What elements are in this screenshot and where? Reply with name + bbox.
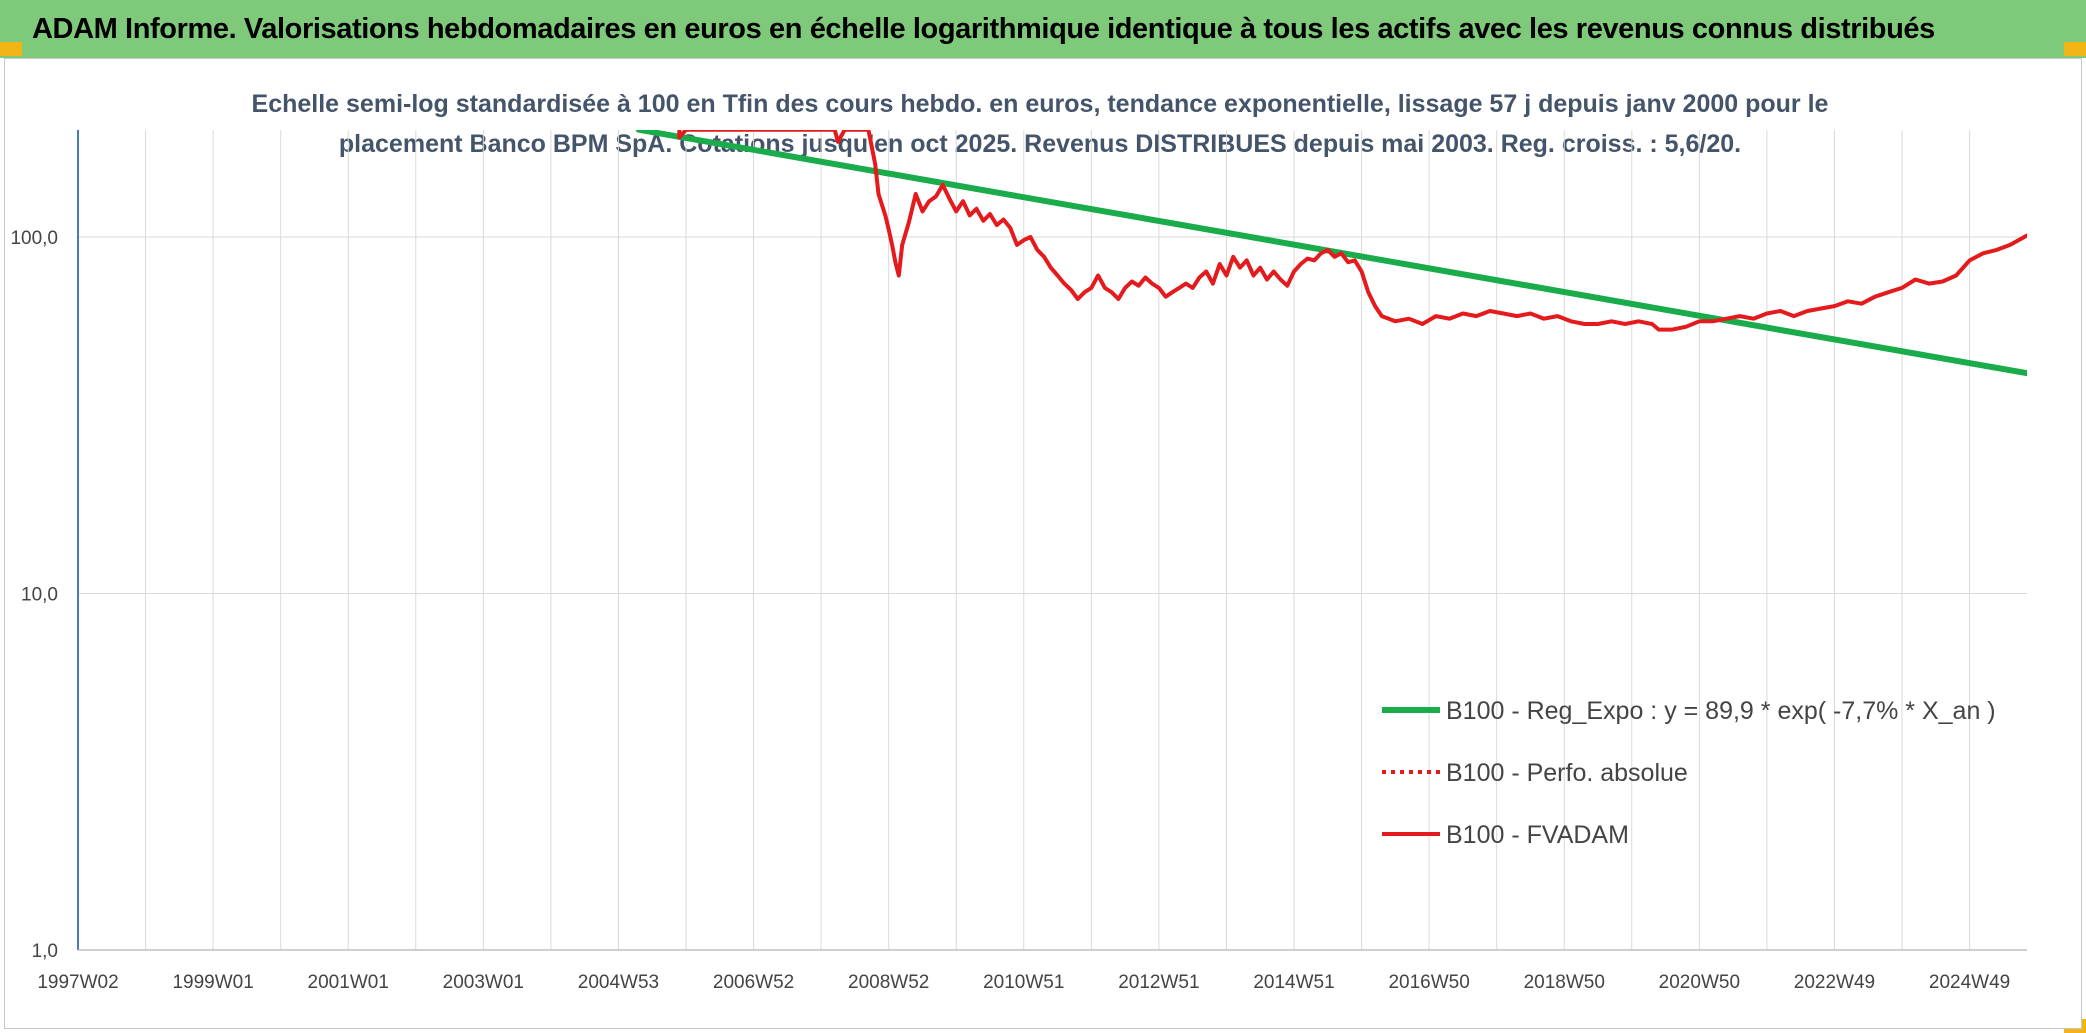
chart-axes [77,130,2027,951]
x-tick-label: 2018W50 [1524,972,1605,993]
legend-label-2: B100 - Perfo. absolue [1446,759,1688,787]
x-tick-label: 2008W52 [848,972,929,993]
y-tick-label: 10,0 [21,585,58,606]
x-tick-label: 2020W50 [1659,972,1740,993]
corner-accent-left [0,42,22,56]
legend-label-3: B100 - FVADAM [1446,821,1629,849]
chart-frame [4,58,2082,1029]
x-tick-label: 2022W49 [1794,972,1875,993]
x-tick-label: 2006W52 [713,972,794,993]
chart-tick-labels: 1,0 10,0 100,0 1997W02 1999W01 2001W01 2003W01… [10,228,2010,993]
x-tick-label: 1999W01 [172,972,253,993]
chart-legend: B100 - Reg_Expo : y = 89,9 * exp( -7,7% … [1382,697,1996,849]
x-tick-label: 2001W01 [308,972,389,993]
series-line-1 [635,130,2027,377]
chart-subtitle: Echelle semi-log standardisée à 100 en T… [250,84,1830,164]
x-tick-label: 2012W51 [1118,972,1199,993]
chart-subtitle-line-1: Echelle semi-log standardisée à 100 en T… [251,90,1829,118]
corner-accent-right [2064,42,2086,56]
x-tick-label: 2004W53 [578,972,659,993]
x-tick-label: 2016W50 [1388,972,1469,993]
x-tick-label: 2014W51 [1253,972,1334,993]
series-line-3 [677,130,2027,332]
x-tick-label: 2024W49 [1929,972,2010,993]
chart-subtitle-line-2: placement Banco BPM SpA. Cotations jusqu… [338,130,1742,158]
x-tick-label: 2003W01 [443,972,524,993]
chart-grid [77,130,2027,951]
report-banner: ADAM Informe. Valorisations hebdomadaire… [0,0,2086,58]
y-tick-label: 100,0 [10,228,58,249]
x-tick-label: 1997W02 [37,972,118,993]
y-tick-label: 1,0 [32,941,58,962]
x-tick-label: 2010W51 [983,972,1064,993]
chart-plot-area [635,130,2027,377]
legend-label-1: B100 - Reg_Expo : y = 89,9 * exp( -7,7% … [1446,697,1996,725]
